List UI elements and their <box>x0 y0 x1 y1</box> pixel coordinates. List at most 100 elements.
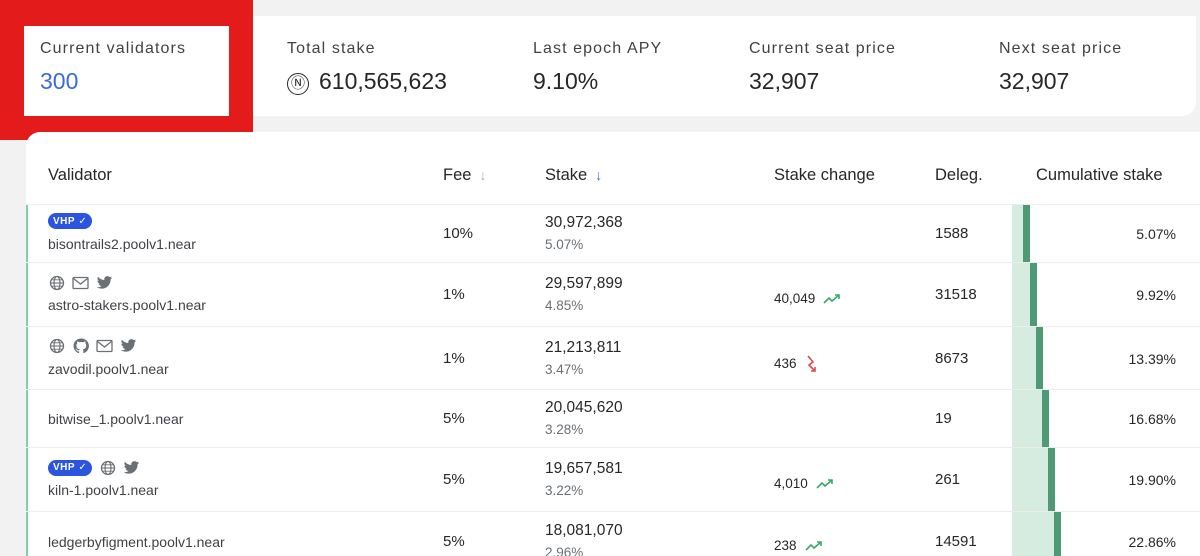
fee-value: 1% <box>443 349 465 367</box>
cumulative-stake-fill <box>1012 512 1061 556</box>
validator-name[interactable]: bisontrails2.poolv1.near <box>48 236 196 252</box>
fee-value: 5% <box>443 410 465 427</box>
cumulative-stake-bar <box>1023 205 1030 262</box>
fee-value: 1% <box>443 286 465 303</box>
highlight-box <box>0 0 253 140</box>
stake-value: 20,045,620 <box>545 399 623 416</box>
globe-icon[interactable] <box>48 274 65 291</box>
table-row[interactable]: VHP ✓ bisontrails2.poolv1.near 10% 30,972,3… <box>26 204 1200 262</box>
twitter-icon[interactable] <box>123 459 140 476</box>
sort-arrow-icon: ↓ <box>595 167 603 183</box>
sort-arrow-icon: ↓ <box>479 167 487 183</box>
fee-value: 10% <box>443 225 474 242</box>
validator-name[interactable]: astro-stakers.poolv1.near <box>48 297 206 313</box>
validator-links <box>48 274 113 291</box>
table-row[interactable]: astro-stakers.poolv1.near 1% 29,597,899 4.8… <box>26 262 1200 326</box>
stat-label: Last epoch APY <box>533 40 663 57</box>
stake-percent: 3.28% <box>545 422 584 437</box>
stake-percent: 4.85% <box>545 298 584 313</box>
verified-badge-icon: VHP ✓ <box>48 213 93 229</box>
validator-name[interactable]: zavodil.poolv1.near <box>48 360 169 377</box>
header-stake-change[interactable]: Stake change <box>774 166 875 184</box>
cumulative-stake-value: 16.68% <box>1128 411 1176 427</box>
table-row[interactable]: zavodil.poolv1.near 1% 21,213,811 3.47% 436 8… <box>26 326 1200 389</box>
validator-name[interactable]: ledgerbyfigment.poolv1.near <box>48 534 225 550</box>
trend-up-icon <box>816 478 833 489</box>
verified-badge-icon: VHP ✓ <box>48 459 93 476</box>
near-token-icon: Ⓝ <box>287 73 309 95</box>
stake-percent: 2.96% <box>545 545 584 556</box>
stake-value: 19,657,581 <box>545 460 623 477</box>
row-accent <box>26 263 28 326</box>
cumulative-stake-bar <box>1042 390 1049 447</box>
fee-value: 5% <box>443 471 465 488</box>
stake-value: 30,972,368 <box>545 214 623 231</box>
table-row[interactable]: VHP ✓ kiln-1.poolv1.near 5% 19,657,581 3.22%… <box>26 447 1200 511</box>
cumulative-stake-fill <box>1012 390 1049 447</box>
stat-value: 32,907 <box>999 68 1070 94</box>
stat-label: Total stake <box>287 40 376 57</box>
cumulative-stake-value: 22.86% <box>1128 534 1176 550</box>
mail-icon[interactable] <box>96 338 113 355</box>
stake-percent: 3.47% <box>545 361 584 377</box>
globe-icon[interactable] <box>48 338 65 355</box>
trend-up-icon <box>804 540 822 551</box>
cumulative-stake-value: 5.07% <box>1136 226 1176 242</box>
trend-up-icon <box>823 293 841 304</box>
row-accent <box>26 448 28 511</box>
stat-current-seat-price: Current seat price 32,907 <box>749 40 896 95</box>
github-icon[interactable] <box>72 338 89 355</box>
stat-value: Ⓝ 610,565,623 <box>287 68 447 95</box>
table-row[interactable]: ledgerbyfigment.poolv1.near 5% 18,081,070 2… <box>26 511 1200 556</box>
mail-icon[interactable] <box>72 274 89 291</box>
row-accent <box>26 327 28 389</box>
stake-change: 4,010 <box>774 476 834 491</box>
stake-change: 40,049 <box>774 291 841 306</box>
delegators-count: 31518 <box>935 286 977 303</box>
validator-links <box>48 338 137 355</box>
cumulative-stake-value: 13.39% <box>1128 350 1176 367</box>
cumulative-stake-fill <box>1012 205 1030 262</box>
delegators-count: 8673 <box>935 349 969 367</box>
stake-percent: 5.07% <box>545 237 584 252</box>
delegators-count: 1588 <box>935 225 969 242</box>
stat-next-seat-price: Next seat price 32,907 <box>999 40 1122 95</box>
stat-label: Next seat price <box>999 40 1123 57</box>
validator-name[interactable]: bitwise_1.poolv1.near <box>48 411 184 427</box>
cumulative-stake-value: 19.90% <box>1128 472 1176 488</box>
stat-value: 32,907 <box>749 68 820 94</box>
trend-down-icon <box>806 354 816 372</box>
validator-name[interactable]: kiln-1.poolv1.near <box>48 482 159 498</box>
header-cumulative-stake[interactable]: Cumulative stake <box>1036 166 1163 184</box>
header-validator[interactable]: Validator <box>48 166 112 184</box>
twitter-icon[interactable] <box>120 338 137 355</box>
stat-value[interactable]: 300 <box>40 68 79 94</box>
stat-label: Current seat price <box>749 40 896 57</box>
delegators-count: 261 <box>935 471 961 488</box>
stake-value: 21,213,811 <box>545 338 622 356</box>
globe-icon[interactable] <box>99 459 116 476</box>
stat-total-stake: Total stake Ⓝ 610,565,623 <box>287 40 447 95</box>
stake-value: 29,597,899 <box>545 275 623 292</box>
stat-value: 9.10% <box>533 68 599 94</box>
header-stake[interactable]: Stake ↓ <box>545 166 603 184</box>
stake-percent: 3.22% <box>545 483 584 498</box>
cumulative-stake-fill <box>1012 327 1043 389</box>
delegators-count: 19 <box>935 410 952 427</box>
delegators-count: 14591 <box>935 533 977 550</box>
validator-links: VHP ✓ <box>48 213 93 229</box>
header-fee[interactable]: Fee ↓ <box>443 166 487 184</box>
fee-value: 5% <box>443 533 465 550</box>
stat-current-validators[interactable]: Current validators 300 <box>40 40 186 95</box>
twitter-icon[interactable] <box>96 274 113 291</box>
cumulative-stake-fill <box>1012 263 1037 326</box>
stake-value: 18,081,070 <box>545 522 623 539</box>
cumulative-stake-bar <box>1054 512 1061 556</box>
table-row[interactable]: bitwise_1.poolv1.near 5% 20,045,620 3.28% 19… <box>26 389 1200 447</box>
validator-links: VHP ✓ <box>48 459 140 476</box>
header-deleg[interactable]: Deleg. <box>935 166 983 184</box>
stats-card: Current validators 300 Total stake Ⓝ 610,… <box>0 16 1196 116</box>
stat-label: Current validators <box>40 40 187 57</box>
cumulative-stake-bar <box>1036 327 1043 389</box>
stat-last-epoch-apy: Last epoch APY 9.10% <box>533 40 662 95</box>
